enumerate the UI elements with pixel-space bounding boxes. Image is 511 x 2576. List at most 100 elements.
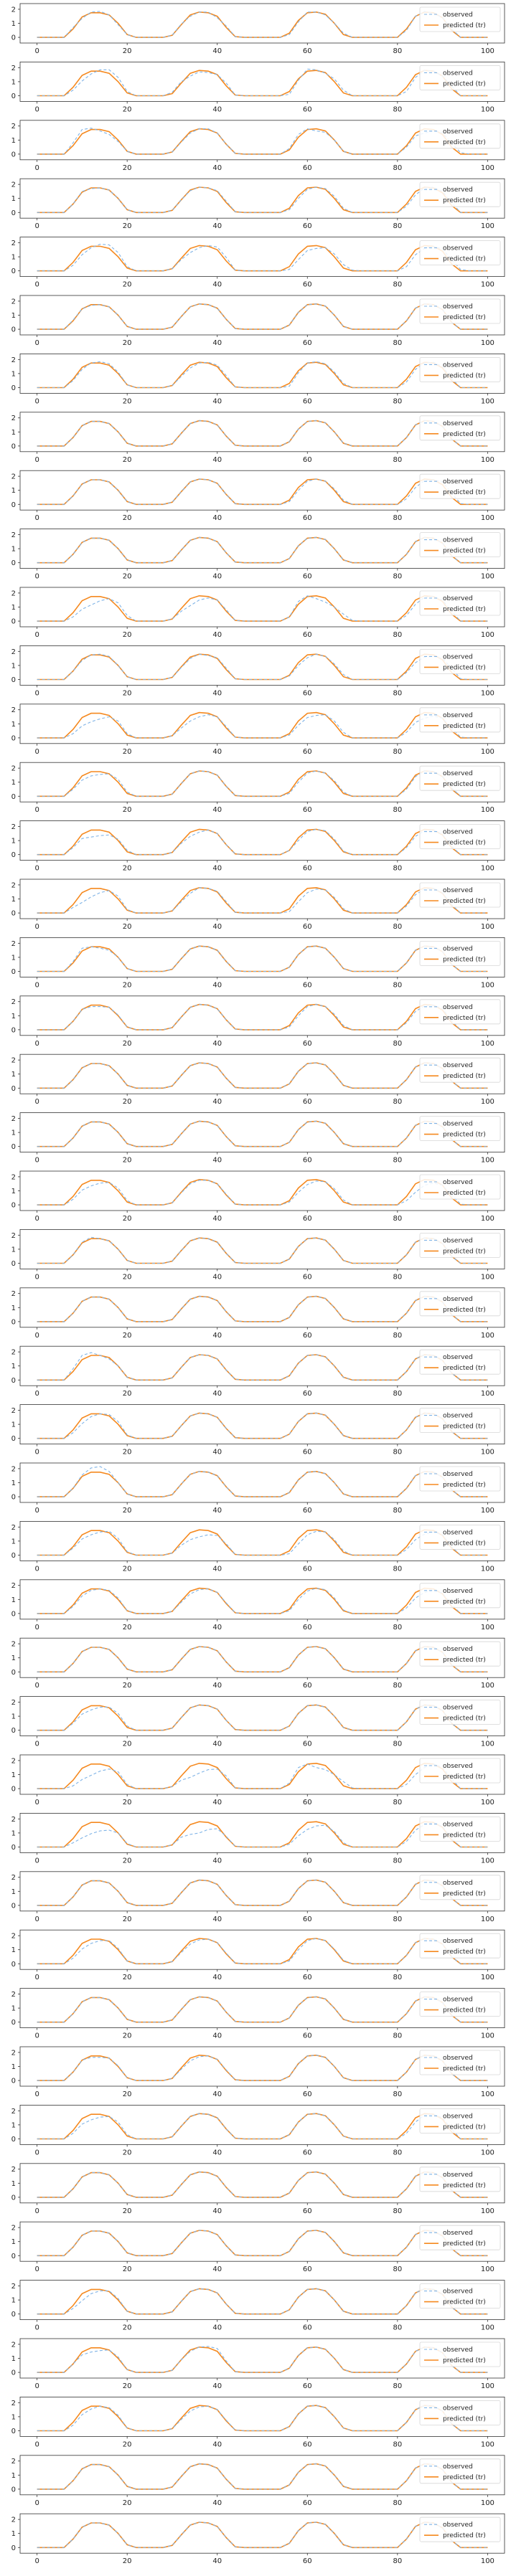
x-tick-label: 20 — [123, 2207, 132, 2215]
x-tick-label: 80 — [393, 748, 402, 756]
y-tick-label: 0 — [11, 1786, 16, 1794]
series-line-observed — [37, 1880, 488, 1906]
legend-label-predicted: predicted (tr) — [443, 898, 486, 905]
x-tick-label: 100 — [481, 1857, 494, 1865]
x-tick-label: 40 — [212, 1565, 222, 1573]
x-tick-label: 80 — [393, 1799, 402, 1806]
y-tick-label: 2 — [11, 2400, 16, 2407]
y-tick-label: 1 — [11, 1363, 16, 1370]
x-tick-label: 60 — [303, 1098, 312, 1106]
x-tick-label: 100 — [481, 2032, 494, 2040]
legend-box — [419, 999, 501, 1025]
x-tick-label: 60 — [303, 1857, 312, 1865]
x-tick-label: 0 — [34, 1565, 39, 1573]
x-tick-label: 60 — [303, 1565, 312, 1573]
legend-box — [419, 1408, 501, 1433]
series-line-observed — [37, 2230, 488, 2256]
x-tick-label: 40 — [212, 281, 222, 289]
legend-label-predicted: predicted (tr) — [443, 1073, 486, 1080]
x-tick-label: 0 — [34, 689, 39, 697]
x-tick-label: 40 — [212, 164, 222, 172]
series-line-observed — [37, 1646, 488, 1672]
y-tick-label: 1 — [11, 487, 16, 495]
legend-label-observed: observed — [443, 1821, 473, 1828]
x-tick-label: 100 — [481, 1215, 494, 1223]
y-tick-label: 1 — [11, 2005, 16, 2013]
x-tick-label: 20 — [123, 748, 132, 756]
x-tick-label: 100 — [481, 164, 494, 172]
x-tick-label: 40 — [212, 2207, 222, 2215]
x-tick-label: 60 — [303, 981, 312, 989]
legend-box — [419, 1700, 501, 1725]
x-tick-label: 80 — [393, 981, 402, 989]
y-tick-label: 0 — [11, 676, 16, 684]
x-tick-label: 0 — [34, 164, 39, 172]
y-tick-label: 1 — [11, 779, 16, 787]
x-tick-label: 100 — [481, 981, 494, 989]
legend-box — [419, 882, 501, 908]
x-tick-label: 0 — [34, 806, 39, 814]
x-tick-label: 100 — [481, 1974, 494, 1981]
x-tick-label: 100 — [481, 1682, 494, 1690]
x-tick-label: 20 — [123, 1157, 132, 1165]
legend-label-observed: observed — [443, 2113, 473, 2120]
series-line-predicted — [37, 245, 488, 272]
y-tick-label: 2 — [11, 648, 16, 656]
x-tick-label: 100 — [481, 923, 494, 931]
y-tick-label: 0 — [11, 151, 16, 158]
x-tick-label: 60 — [303, 1682, 312, 1690]
x-tick-label: 100 — [481, 1157, 494, 1165]
series-line-observed — [37, 536, 488, 564]
series-line-observed — [37, 1352, 488, 1381]
x-tick-label: 40 — [212, 2382, 222, 2390]
x-tick-label: 80 — [393, 1741, 402, 1748]
x-tick-label: 0 — [34, 2440, 39, 2448]
x-tick-label: 20 — [123, 222, 132, 230]
series-line-observed — [37, 303, 488, 330]
x-tick-label: 20 — [123, 514, 132, 522]
y-tick-label: 2 — [11, 998, 16, 1006]
series-line-observed — [37, 2055, 488, 2081]
legend-label-predicted: predicted (tr) — [443, 1715, 486, 1723]
x-tick-label: 100 — [481, 456, 494, 464]
series-line-observed — [37, 828, 488, 856]
x-tick-label: 40 — [212, 339, 222, 347]
legend-box — [419, 1057, 501, 1083]
x-tick-label: 40 — [212, 2557, 222, 2565]
x-tick-label: 0 — [34, 2382, 39, 2390]
x-tick-label: 80 — [393, 806, 402, 814]
legend-label-predicted: predicted (tr) — [443, 1890, 486, 1898]
y-tick-label: 2 — [11, 1524, 16, 1532]
legend-label-observed: observed — [443, 245, 473, 252]
x-tick-label: 0 — [34, 1682, 39, 1690]
y-tick-label: 2 — [11, 2283, 16, 2291]
series-line-observed — [37, 1412, 488, 1439]
x-tick-label: 40 — [212, 47, 222, 55]
legend-box — [419, 473, 501, 499]
x-tick-label: 100 — [481, 2324, 494, 2332]
legend-box — [419, 2283, 501, 2309]
y-tick-label: 1 — [11, 370, 16, 378]
legend-label-predicted: predicted (tr) — [443, 1657, 486, 1664]
series-line-observed — [37, 1236, 488, 1264]
x-tick-label: 0 — [34, 514, 39, 522]
x-tick-label: 100 — [481, 1507, 494, 1515]
legend-label-predicted: predicted (tr) — [443, 723, 486, 730]
legend-box — [419, 1349, 501, 1375]
series-line-observed — [37, 2288, 488, 2315]
legend-box — [419, 824, 501, 849]
legend-box — [419, 1233, 501, 1258]
x-tick-label: 60 — [303, 1332, 312, 1340]
y-tick-label: 0 — [11, 1552, 16, 1560]
legend-label-observed: observed — [443, 11, 473, 19]
y-tick-label: 0 — [11, 2486, 16, 2494]
x-tick-label: 20 — [123, 2324, 132, 2332]
x-tick-label: 100 — [481, 1449, 494, 1457]
